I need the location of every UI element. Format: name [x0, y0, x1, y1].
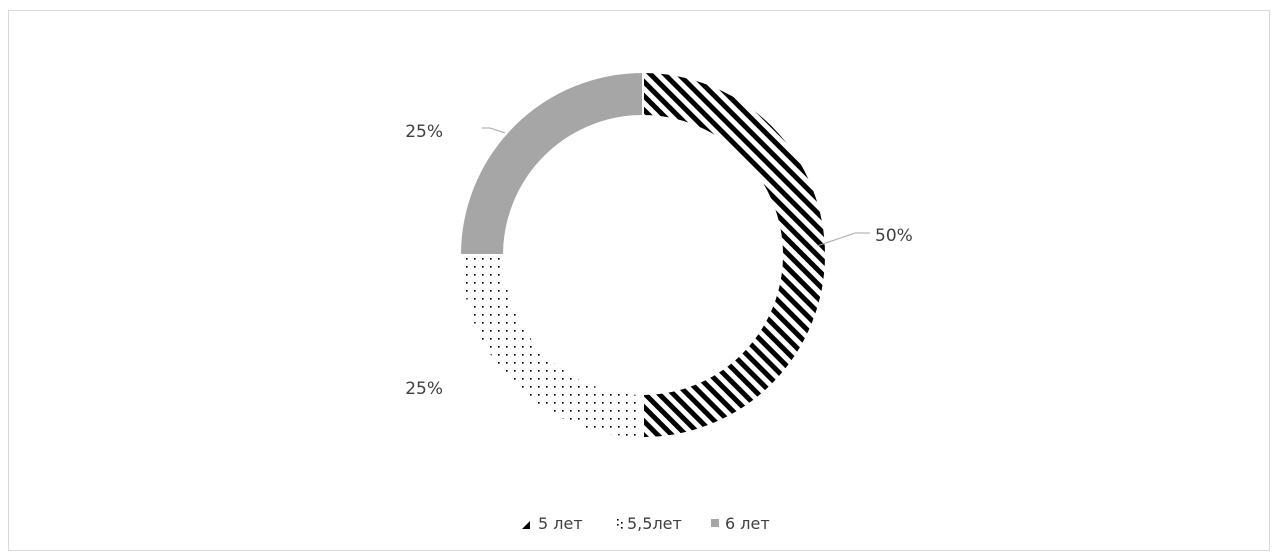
data-label-2: 25% — [405, 379, 443, 399]
data-label-3: 25% — [405, 122, 443, 142]
data-label-1: 50% — [875, 226, 913, 246]
legend-label: 5,5лет — [627, 514, 682, 533]
legend-label: 6 лет — [725, 514, 770, 533]
legend-swatch-dots-icon — [617, 519, 623, 529]
legend-item-6-let: 6 лет — [711, 514, 770, 533]
legend-swatch-stripes-icon — [522, 521, 530, 529]
doughnut-slice-1 — [642, 70, 827, 440]
legend-swatch-solid-icon — [711, 519, 719, 527]
legend-item-5-5-let: 5,5лет — [617, 514, 682, 533]
legend: 5 лет 5,5лет 6 лет — [522, 514, 770, 533]
leader-line-1 — [816, 232, 870, 247]
leader-line-3 — [482, 127, 506, 134]
doughnut-slice-3 — [458, 70, 644, 256]
legend-item-5-let: 5 лет — [522, 514, 583, 533]
legend-label: 5 лет — [538, 514, 583, 533]
doughnut-slice-2 — [458, 254, 644, 440]
